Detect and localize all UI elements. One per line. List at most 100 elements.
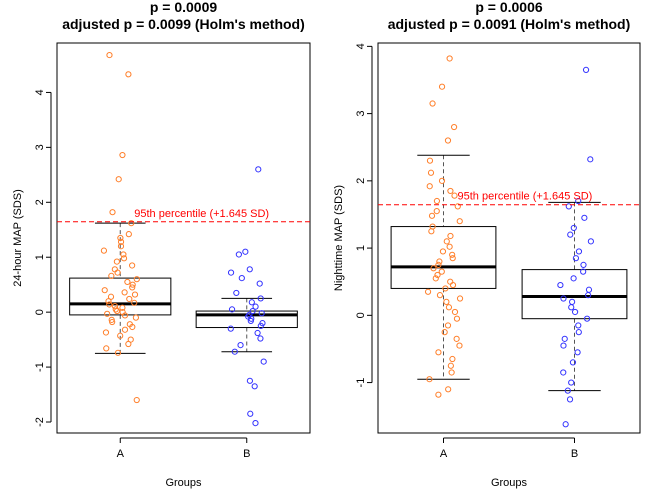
chart-title: p = 0.0006: [475, 0, 543, 15]
data-point: [565, 203, 572, 210]
data-point: [443, 298, 450, 305]
data-point: [435, 391, 442, 398]
reference-line-label: 95th percentile (+1.645 SD): [134, 208, 269, 220]
y-tick-label: 4: [355, 43, 367, 49]
data-point: [115, 176, 122, 183]
data-point: [428, 228, 435, 235]
y-tick-label: 3: [355, 111, 367, 117]
data-point: [435, 261, 442, 268]
data-point: [113, 258, 120, 265]
data-point: [113, 307, 121, 315]
data-point: [575, 322, 582, 329]
data-point: [103, 345, 110, 352]
group-B: [195, 166, 298, 427]
x-tick-label: B: [243, 448, 250, 460]
data-point: [228, 306, 236, 313]
data-point: [101, 287, 108, 294]
reference-line-label: 95th percentile (+1.645 SD): [458, 191, 593, 203]
data-point: [119, 151, 126, 159]
data-point: [227, 325, 234, 332]
data-point: [260, 358, 267, 365]
data-point: [424, 288, 432, 295]
data-point: [120, 251, 127, 258]
data-point: [444, 322, 452, 329]
y-tick-label: 1: [34, 254, 46, 260]
x-tick-label: A: [117, 448, 125, 460]
data-point: [128, 220, 135, 227]
data-point: [441, 329, 448, 336]
box-iqr: [390, 226, 497, 289]
data-point: [109, 318, 116, 326]
chart-subtitle: adjusted p = 0.0091 (Holm's method): [388, 16, 631, 32]
data-point: [442, 285, 449, 292]
data-point: [120, 255, 128, 262]
y-tick-label: -2: [34, 417, 46, 427]
data-point: [247, 410, 254, 417]
data-point: [438, 83, 446, 90]
data-point: [456, 218, 463, 225]
data-point: [438, 177, 446, 184]
data-point: [582, 66, 590, 73]
data-point: [432, 275, 439, 282]
data-point: [450, 123, 458, 131]
data-point: [587, 238, 594, 245]
data-point: [436, 258, 443, 265]
chart-subtitle: adjusted p = 0.0099 (Holm's method): [62, 16, 305, 32]
data-point: [254, 329, 261, 337]
data-point: [227, 269, 235, 276]
data-point: [111, 303, 119, 310]
data-point: [112, 306, 119, 313]
data-point: [125, 71, 132, 78]
data-point: [246, 377, 254, 384]
group-A: [69, 51, 172, 404]
data-point: [428, 212, 436, 219]
data-point: [117, 238, 125, 245]
y-tick-label: -1: [355, 378, 367, 388]
data-point: [449, 281, 457, 289]
data-point: [129, 281, 136, 288]
data-point: [583, 315, 591, 322]
y-tick-label: 1: [355, 245, 367, 251]
data-point: [443, 238, 450, 245]
box-iqr: [521, 269, 628, 320]
plot-frame: [377, 42, 641, 434]
data-point: [106, 51, 113, 59]
data-point: [109, 209, 116, 216]
data-point: [256, 280, 263, 287]
data-point: [564, 387, 571, 394]
data-point: [258, 310, 265, 317]
data-point: [114, 269, 121, 276]
data-point: [238, 274, 245, 282]
data-point: [446, 243, 453, 250]
data-point: [567, 231, 574, 238]
data-point: [447, 187, 454, 195]
x-tick-label: A: [440, 448, 448, 460]
data-point: [439, 248, 447, 255]
data-point: [427, 169, 435, 176]
data-point: [108, 272, 115, 280]
data-point: [580, 261, 587, 268]
y-tick-label: 3: [34, 144, 46, 150]
data-point: [449, 251, 456, 258]
data-point: [580, 268, 587, 275]
data-point: [571, 308, 579, 316]
x-axis-label: Groups: [491, 477, 528, 489]
data-point: [438, 268, 445, 275]
data-point: [585, 292, 592, 299]
data-point: [124, 278, 131, 286]
data-point: [255, 166, 262, 173]
data-point: [568, 304, 575, 311]
y-axis-label: 24-hour MAP (SDS): [12, 189, 24, 287]
data-point: [453, 335, 460, 342]
data-point: [133, 396, 140, 404]
data-point: [570, 224, 577, 232]
data-point: [426, 376, 433, 383]
data-point: [257, 335, 264, 342]
data-point: [447, 362, 454, 369]
data-point: [557, 281, 564, 289]
group-B: [521, 66, 628, 428]
data-point: [105, 298, 112, 305]
data-point: [430, 265, 437, 272]
x-tick-label: B: [571, 448, 578, 460]
